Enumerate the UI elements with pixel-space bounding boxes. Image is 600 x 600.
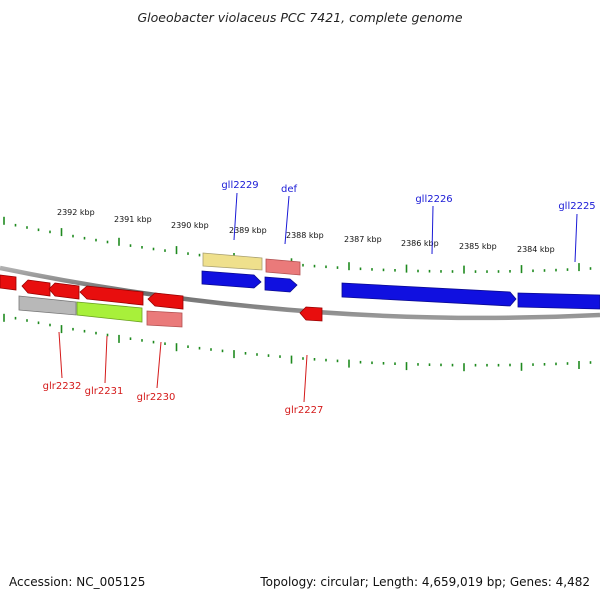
leader-line (303, 354, 308, 403)
gene-label[interactable]: glr2231 (85, 386, 124, 397)
genome-backbone (0, 265, 600, 321)
gene-label[interactable]: def (281, 184, 298, 195)
leader-line (156, 341, 162, 389)
label-leaders (58, 192, 578, 403)
gene-feature-salmon[interactable] (146, 310, 183, 328)
lower-scale-ticks (3, 313, 592, 372)
gene-arrow-glr2227[interactable] (299, 306, 323, 322)
leader-line (431, 205, 434, 255)
gene-label[interactable]: gll2226 (415, 194, 452, 205)
gene-arrow-reverse[interactable] (0, 274, 17, 291)
gene-arrow-reverse[interactable] (48, 282, 80, 300)
gene-label[interactable]: glr2230 (137, 392, 176, 403)
genome-summary-text: Topology: circular; Length: 4,659,019 bp… (259, 575, 590, 589)
accession-text: Accession: NC_005125 (9, 575, 145, 589)
gene-feature-salmon[interactable] (265, 258, 301, 276)
gene-arrow-def[interactable] (264, 276, 298, 293)
gene-arrow-gll2226[interactable] (341, 282, 517, 307)
scale-label: 2391 kbp (114, 215, 152, 224)
gene-feature-grey[interactable] (18, 295, 77, 316)
gene-arrow-reverse[interactable] (79, 285, 144, 306)
gene-label[interactable]: gll2229 (221, 180, 258, 191)
gene-arrow-gll2225[interactable] (517, 292, 600, 310)
gene-label[interactable]: glr2227 (285, 405, 324, 416)
scale-label: 2385 kbp (459, 242, 497, 251)
map-title: Gloeobacter violaceus PCC 7421, complete… (137, 10, 462, 25)
gene-label[interactable]: gll2225 (558, 201, 595, 212)
gene-arrow-gll2229[interactable] (201, 270, 262, 289)
scale-label: 2384 kbp (517, 245, 555, 254)
scale-label: 2392 kbp (57, 208, 95, 217)
gene-feature-lime[interactable] (76, 301, 143, 323)
gene-labels: gll2229 def gll2226 gll2225 glr2232 glr2… (43, 180, 596, 416)
forward-strand-features (201, 252, 600, 310)
gene-feature-yellow[interactable] (202, 252, 263, 271)
scale-label: 2388 kbp (286, 231, 324, 240)
scale-label: 2386 kbp (401, 239, 439, 248)
scale-label: 2387 kbp (344, 235, 382, 244)
leader-line (233, 192, 238, 241)
scale-labels: 2392 kbp 2391 kbp 2390 kbp 2389 kbp 2388… (57, 208, 555, 254)
gene-arrow-reverse[interactable] (21, 279, 51, 297)
gene-arrow-reverse[interactable] (147, 292, 184, 310)
scale-label: 2390 kbp (171, 221, 209, 230)
scale-label: 2389 kbp (229, 226, 267, 235)
leader-line (58, 331, 63, 379)
leader-line (104, 335, 108, 384)
leader-line (284, 195, 290, 245)
reverse-strand-features (0, 274, 323, 328)
gene-label[interactable]: glr2232 (43, 381, 82, 392)
leader-line (574, 213, 578, 263)
